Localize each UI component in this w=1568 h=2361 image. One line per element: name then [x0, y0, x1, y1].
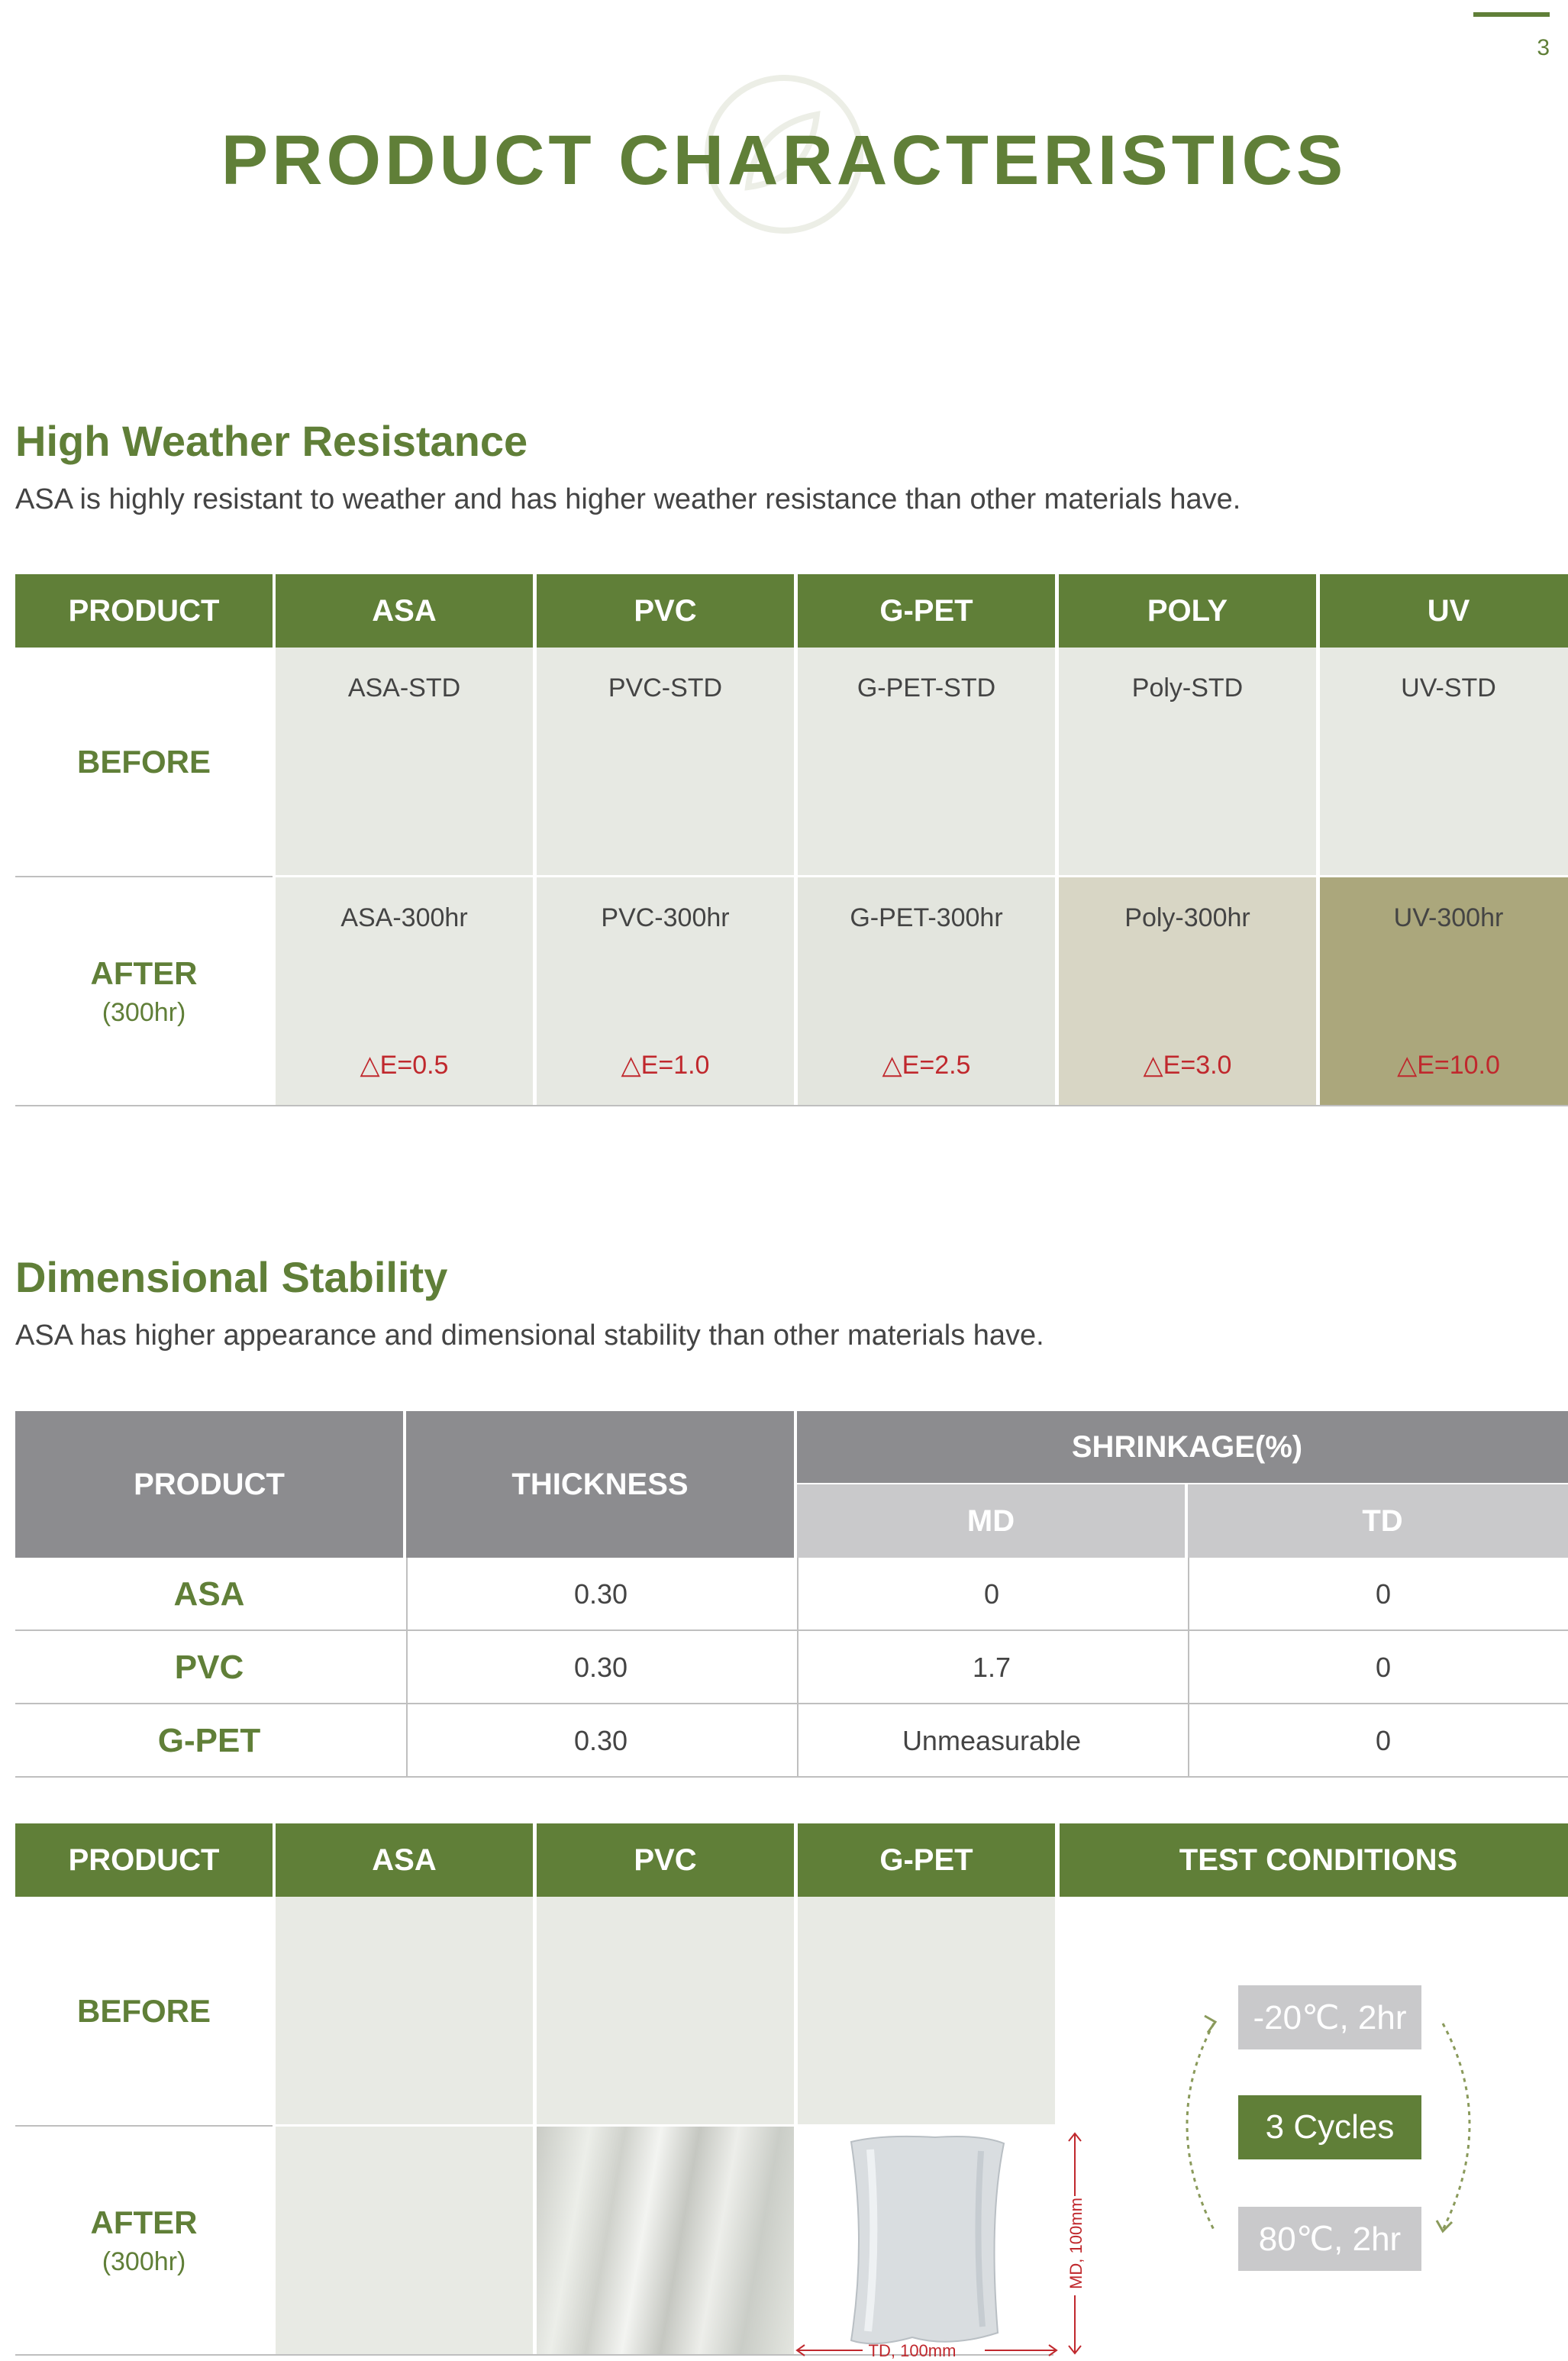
test-before-sample — [537, 1897, 794, 2124]
weather-after-name: UV-300hr — [1393, 903, 1504, 932]
weather-delta-e: △E=10.0 — [1397, 1051, 1500, 1080]
weather-after-swatch: UV-300hr △E=10.0 — [1320, 877, 1568, 1105]
weather-before-swatch: G-PET-STD — [798, 648, 1055, 875]
weather-header-2: G-PET — [798, 574, 1055, 648]
test-header-conditions: TEST CONDITIONS — [1060, 1823, 1568, 1897]
weather-header-3: POLY — [1059, 574, 1316, 648]
dim-cell-td: 0 — [1188, 1704, 1568, 1778]
weather-heading: High Weather Resistance — [15, 417, 528, 465]
weather-before-swatch: UV-STD — [1320, 648, 1568, 875]
test-bottom-line — [15, 2354, 1053, 2356]
weather-row-before-label: BEFORE — [76, 744, 211, 780]
dim-cell-thickness: 0.30 — [406, 1631, 794, 1704]
dim-cell-md: 0 — [797, 1558, 1185, 1631]
weather-after-swatch: Poly-300hr △E=3.0 — [1059, 877, 1316, 1105]
weather-after-name: G-PET-300hr — [850, 903, 1003, 932]
weather-header-4: UV — [1320, 574, 1568, 648]
dim-cell-thickness: 0.30 — [406, 1704, 794, 1778]
condition-hot-box: 80℃, 2hr — [1238, 2207, 1421, 2271]
weather-row-divider — [15, 876, 273, 877]
test-after-sample-asa — [276, 2127, 533, 2354]
dim-header-thickness: THICKNESS — [406, 1411, 794, 1558]
weather-after-swatch: G-PET-300hr △E=2.5 — [798, 877, 1055, 1105]
dim-cell-md: Unmeasurable — [797, 1704, 1185, 1778]
test-header-2: G-PET — [798, 1823, 1055, 1897]
weather-bottom-line — [15, 1105, 1568, 1106]
td-annotation: TD, 100mm — [868, 2341, 957, 2360]
dimensional-heading: Dimensional Stability — [15, 1253, 448, 1301]
dim-row-line — [15, 1703, 1568, 1704]
weather-header-product: PRODUCT — [15, 574, 273, 648]
test-row-after-label: AFTER (300hr) — [90, 2204, 198, 2276]
weather-header-1: PVC — [537, 574, 794, 648]
dim-cell-md: 1.7 — [797, 1631, 1185, 1704]
weather-after-name: PVC-300hr — [601, 903, 730, 932]
test-after-sample-gpet — [798, 2127, 1055, 2354]
cycle-arrows-icon — [1186, 2014, 1471, 2233]
dim-cell-td: 0 — [1188, 1631, 1568, 1704]
dim-cell-product: ASA — [173, 1575, 245, 1613]
weather-header-0: ASA — [276, 574, 533, 648]
td-dimension-arrow-icon — [795, 2344, 1058, 2356]
weather-delta-e: △E=0.5 — [360, 1051, 449, 1080]
weather-before-swatch: ASA-STD — [276, 648, 533, 875]
test-row-divider — [15, 2125, 273, 2127]
dim-cell-td: 0 — [1188, 1558, 1568, 1631]
dim-header-shrinkage: SHRINKAGE(%) — [797, 1411, 1568, 1483]
dim-header-product: PRODUCT — [15, 1411, 403, 1558]
weather-before-swatch: Poly-STD — [1059, 648, 1316, 875]
page-title: PRODUCT CHARACTERISTICS — [221, 121, 1347, 199]
condition-cycles-box: 3 Cycles — [1238, 2095, 1421, 2159]
weather-row-after-label: AFTER (300hr) — [90, 954, 198, 1027]
dim-header-td: TD — [1188, 1484, 1568, 1558]
page-number: 3 — [1537, 35, 1550, 60]
weather-description: ASA is highly resistant to weather and h… — [15, 483, 1241, 515]
weather-after-name: ASA-300hr — [340, 903, 468, 932]
weather-before-name: G-PET-STD — [857, 673, 996, 702]
test-header-product: PRODUCT — [15, 1823, 273, 1897]
dim-header-md: MD — [797, 1484, 1185, 1558]
md-dimension-arrow-icon — [1068, 2132, 1082, 2355]
weather-before-name: PVC-STD — [608, 673, 723, 702]
test-before-sample — [798, 1897, 1055, 2124]
test-header-0: ASA — [276, 1823, 533, 1897]
weather-delta-e: △E=2.5 — [882, 1051, 971, 1080]
dim-row-line — [15, 1776, 1568, 1778]
weather-before-swatch: PVC-STD — [537, 648, 794, 875]
weather-after-swatch: ASA-300hr △E=0.5 — [276, 877, 533, 1105]
dimensional-description: ASA has higher appearance and dimensiona… — [15, 1319, 1044, 1352]
warped-sample-icon — [850, 2135, 1005, 2345]
condition-cold-box: -20℃, 2hr — [1238, 1985, 1421, 2049]
dim-row-line — [15, 1629, 1568, 1631]
test-after-sample-pvc — [537, 2127, 794, 2354]
leaf-watermark-icon — [705, 75, 863, 234]
weather-before-name: Poly-STD — [1131, 673, 1244, 702]
weather-before-name: UV-STD — [1401, 673, 1496, 702]
test-header-1: PVC — [537, 1823, 794, 1897]
top-accent-bar — [1473, 12, 1550, 17]
weather-before-name: ASA-STD — [347, 673, 461, 702]
test-row-before-label: BEFORE — [76, 1993, 211, 2029]
dim-cell-thickness: 0.30 — [406, 1558, 794, 1631]
test-before-sample — [276, 1897, 533, 2124]
weather-delta-e: △E=1.0 — [621, 1051, 710, 1080]
md-annotation: MD, 100mm — [1066, 2198, 1086, 2289]
weather-after-swatch: PVC-300hr △E=1.0 — [537, 877, 794, 1105]
dim-cell-product: PVC — [174, 1649, 244, 1686]
dim-cell-product: G-PET — [157, 1722, 261, 1759]
weather-delta-e: △E=3.0 — [1143, 1051, 1232, 1080]
weather-after-name: Poly-300hr — [1124, 903, 1250, 932]
